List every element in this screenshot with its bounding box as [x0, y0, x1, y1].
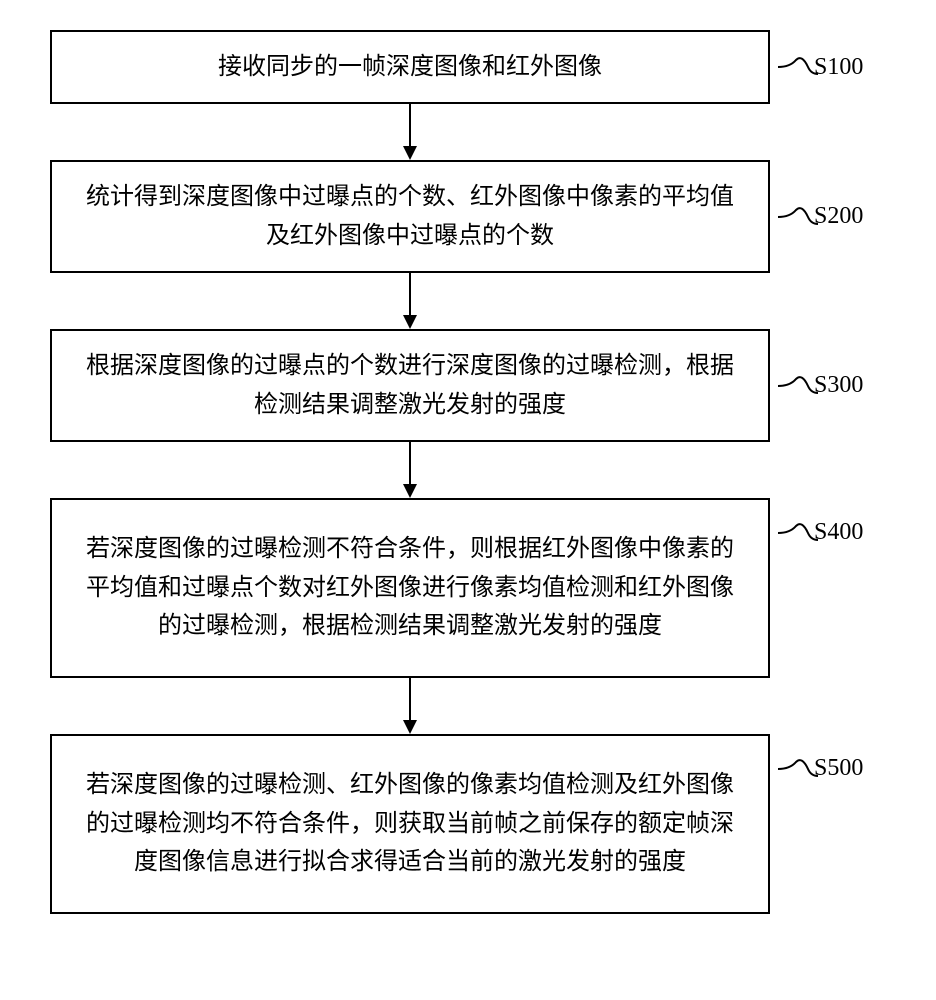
arrow-2	[400, 273, 420, 329]
step-box-s400: 若深度图像的过曝检测不符合条件，则根据红外图像中像素的平均值和过曝点个数对红外图…	[50, 498, 770, 678]
step-container-1: 接收同步的一帧深度图像和红外图像 S100	[50, 30, 886, 104]
step-label-s100: S100	[814, 54, 863, 81]
step-label-wrapper-s300: S300	[778, 371, 863, 401]
curve-connector-icon	[778, 371, 818, 401]
step-text-s500: 若深度图像的过曝检测、红外图像的像素均值检测及红外图像的过曝检测均不符合条件，则…	[76, 766, 744, 881]
step-box-s100: 接收同步的一帧深度图像和红外图像	[50, 30, 770, 104]
step-box-s500: 若深度图像的过曝检测、红外图像的像素均值检测及红外图像的过曝检测均不符合条件，则…	[50, 734, 770, 914]
step-label-s500: S500	[814, 755, 863, 782]
step-text-s400: 若深度图像的过曝检测不符合条件，则根据红外图像中像素的平均值和过曝点个数对红外图…	[76, 530, 744, 645]
step-container-3: 根据深度图像的过曝点的个数进行深度图像的过曝检测，根据检测结果调整激光发射的强度…	[50, 329, 886, 442]
arrow-down-icon	[400, 678, 420, 734]
flowchart-container: 接收同步的一帧深度图像和红外图像 S100 统计得到深度图像中过曝点的个数、红外…	[50, 30, 886, 914]
step-container-4: 若深度图像的过曝检测不符合条件，则根据红外图像中像素的平均值和过曝点个数对红外图…	[50, 498, 886, 678]
step-text-s100: 接收同步的一帧深度图像和红外图像	[218, 48, 602, 86]
arrow-1	[400, 104, 420, 160]
step-label-s300: S300	[814, 372, 863, 399]
step-container-2: 统计得到深度图像中过曝点的个数、红外图像中像素的平均值及红外图像中过曝点的个数 …	[50, 160, 886, 273]
curve-connector-icon	[778, 518, 818, 548]
step-box-s300: 根据深度图像的过曝点的个数进行深度图像的过曝检测，根据检测结果调整激光发射的强度	[50, 329, 770, 442]
step-label-s200: S200	[814, 203, 863, 230]
step-text-s300: 根据深度图像的过曝点的个数进行深度图像的过曝检测，根据检测结果调整激光发射的强度	[76, 347, 744, 424]
step-label-wrapper-s500: S500	[778, 754, 863, 784]
arrow-4	[400, 678, 420, 734]
arrow-down-icon	[400, 104, 420, 160]
step-label-wrapper-s200: S200	[778, 202, 863, 232]
step-label-s400: S400	[814, 519, 863, 546]
arrow-down-icon	[400, 273, 420, 329]
step-text-s200: 统计得到深度图像中过曝点的个数、红外图像中像素的平均值及红外图像中过曝点的个数	[76, 178, 744, 255]
step-container-5: 若深度图像的过曝检测、红外图像的像素均值检测及红外图像的过曝检测均不符合条件，则…	[50, 734, 886, 914]
curve-connector-icon	[778, 202, 818, 232]
step-label-wrapper-s100: S100	[778, 52, 863, 82]
step-box-s200: 统计得到深度图像中过曝点的个数、红外图像中像素的平均值及红外图像中过曝点的个数	[50, 160, 770, 273]
arrow-down-icon	[400, 442, 420, 498]
arrow-3	[400, 442, 420, 498]
curve-connector-icon	[778, 52, 818, 82]
step-label-wrapper-s400: S400	[778, 518, 863, 548]
curve-connector-icon	[778, 754, 818, 784]
